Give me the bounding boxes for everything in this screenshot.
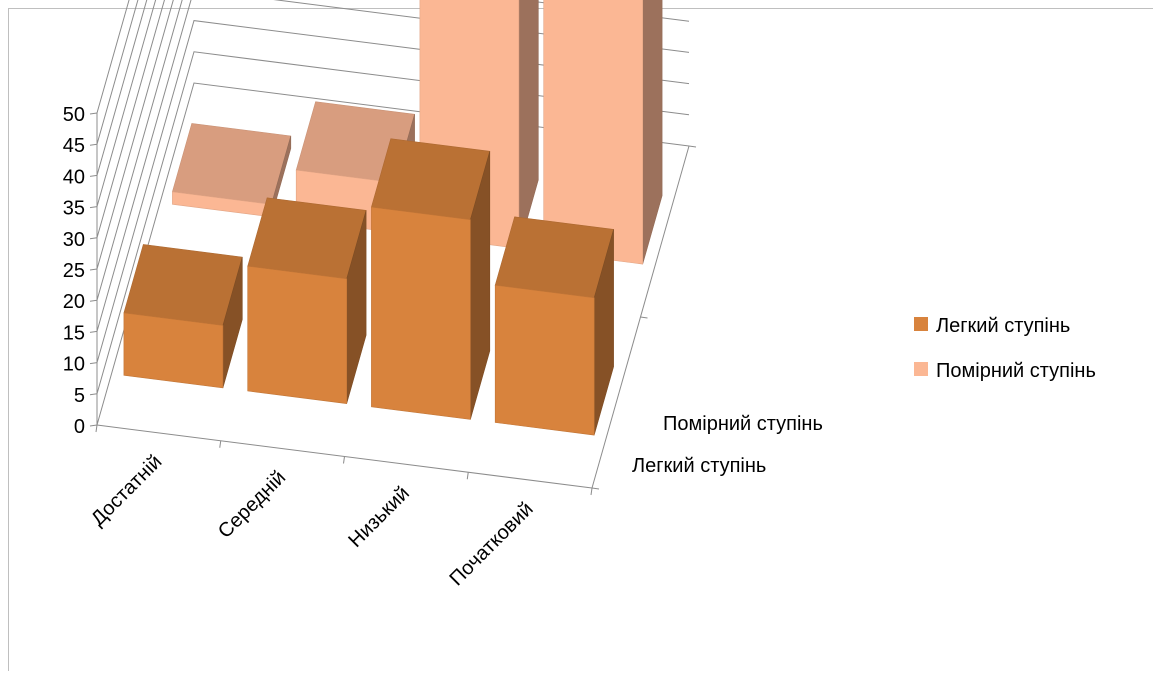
y-tick-label: 35	[63, 198, 85, 220]
x-tick-label: Середній	[214, 467, 290, 543]
bar-top-face	[371, 138, 491, 221]
y-tick-mark	[89, 237, 98, 240]
depth-tick-mark	[640, 316, 648, 319]
x-tick-label: Початковий	[445, 498, 537, 590]
gridline	[96, 0, 148, 176]
y-tick-label: 10	[63, 354, 85, 376]
x-tick-mark	[343, 456, 345, 464]
x-tick-label: Низький	[344, 482, 414, 552]
y-tick-mark	[89, 362, 98, 365]
bar-front-face	[371, 206, 471, 420]
x-tick-label: Достатній	[87, 451, 166, 530]
gridline	[96, 0, 139, 145]
y-tick-mark	[89, 330, 98, 333]
y-tick-mark	[89, 143, 98, 146]
bar-front-face	[247, 265, 348, 404]
bar	[543, 0, 663, 265]
x-tick-mark	[466, 472, 469, 480]
bar-side-face	[642, 0, 663, 265]
bar-top-face	[172, 123, 292, 205]
legend-label: Легкий ступінь	[936, 315, 1070, 337]
bar	[123, 244, 243, 389]
gridline	[96, 0, 165, 238]
legend-swatch	[914, 362, 928, 376]
bars	[123, 0, 663, 436]
bar-front-face	[123, 312, 224, 389]
bar	[247, 197, 367, 404]
legend-label: Помірний ступінь	[936, 360, 1096, 382]
depth-axis-label: Помірний ступінь	[663, 413, 823, 435]
y-tick-label: 45	[63, 135, 85, 157]
y-tick-mark	[89, 299, 98, 302]
x-tick-mark	[590, 487, 593, 496]
y-tick-label: 50	[63, 104, 85, 126]
y-tick-mark	[89, 268, 98, 271]
y-tick-mark	[89, 393, 98, 396]
y-tick-mark	[89, 174, 98, 177]
y-tick-label: 30	[63, 229, 85, 251]
y-tick-mark	[89, 424, 98, 427]
bar	[494, 216, 614, 436]
gridline	[96, 0, 174, 270]
bar-top-face	[494, 216, 614, 299]
legend: Легкий ступінь Помірний ступінь	[914, 315, 1096, 382]
depth-axis-label: Легкий ступінь	[632, 455, 766, 477]
y-tick-mark	[89, 112, 98, 115]
y-tick-label: 40	[63, 166, 85, 188]
y-tick-label: 25	[63, 260, 85, 282]
y-tick-label: 5	[74, 385, 85, 407]
bar-top-face	[123, 244, 243, 326]
bar	[371, 138, 491, 420]
bar	[172, 123, 292, 218]
x-tick-mark	[219, 440, 222, 448]
bar-top-face	[247, 197, 367, 280]
x-tick-mark	[95, 424, 98, 433]
bar-side-face	[518, 0, 539, 249]
y-tick-mark	[89, 206, 98, 209]
y-tick-label: 0	[74, 416, 85, 438]
y-tick-label: 15	[63, 322, 85, 344]
bar-front-face	[494, 284, 595, 436]
gridline	[96, 0, 157, 207]
y-tick-label: 20	[63, 291, 85, 313]
legend-swatch	[914, 317, 928, 331]
depth-tick-mark	[688, 145, 697, 148]
depth-tick-mark	[591, 487, 600, 490]
